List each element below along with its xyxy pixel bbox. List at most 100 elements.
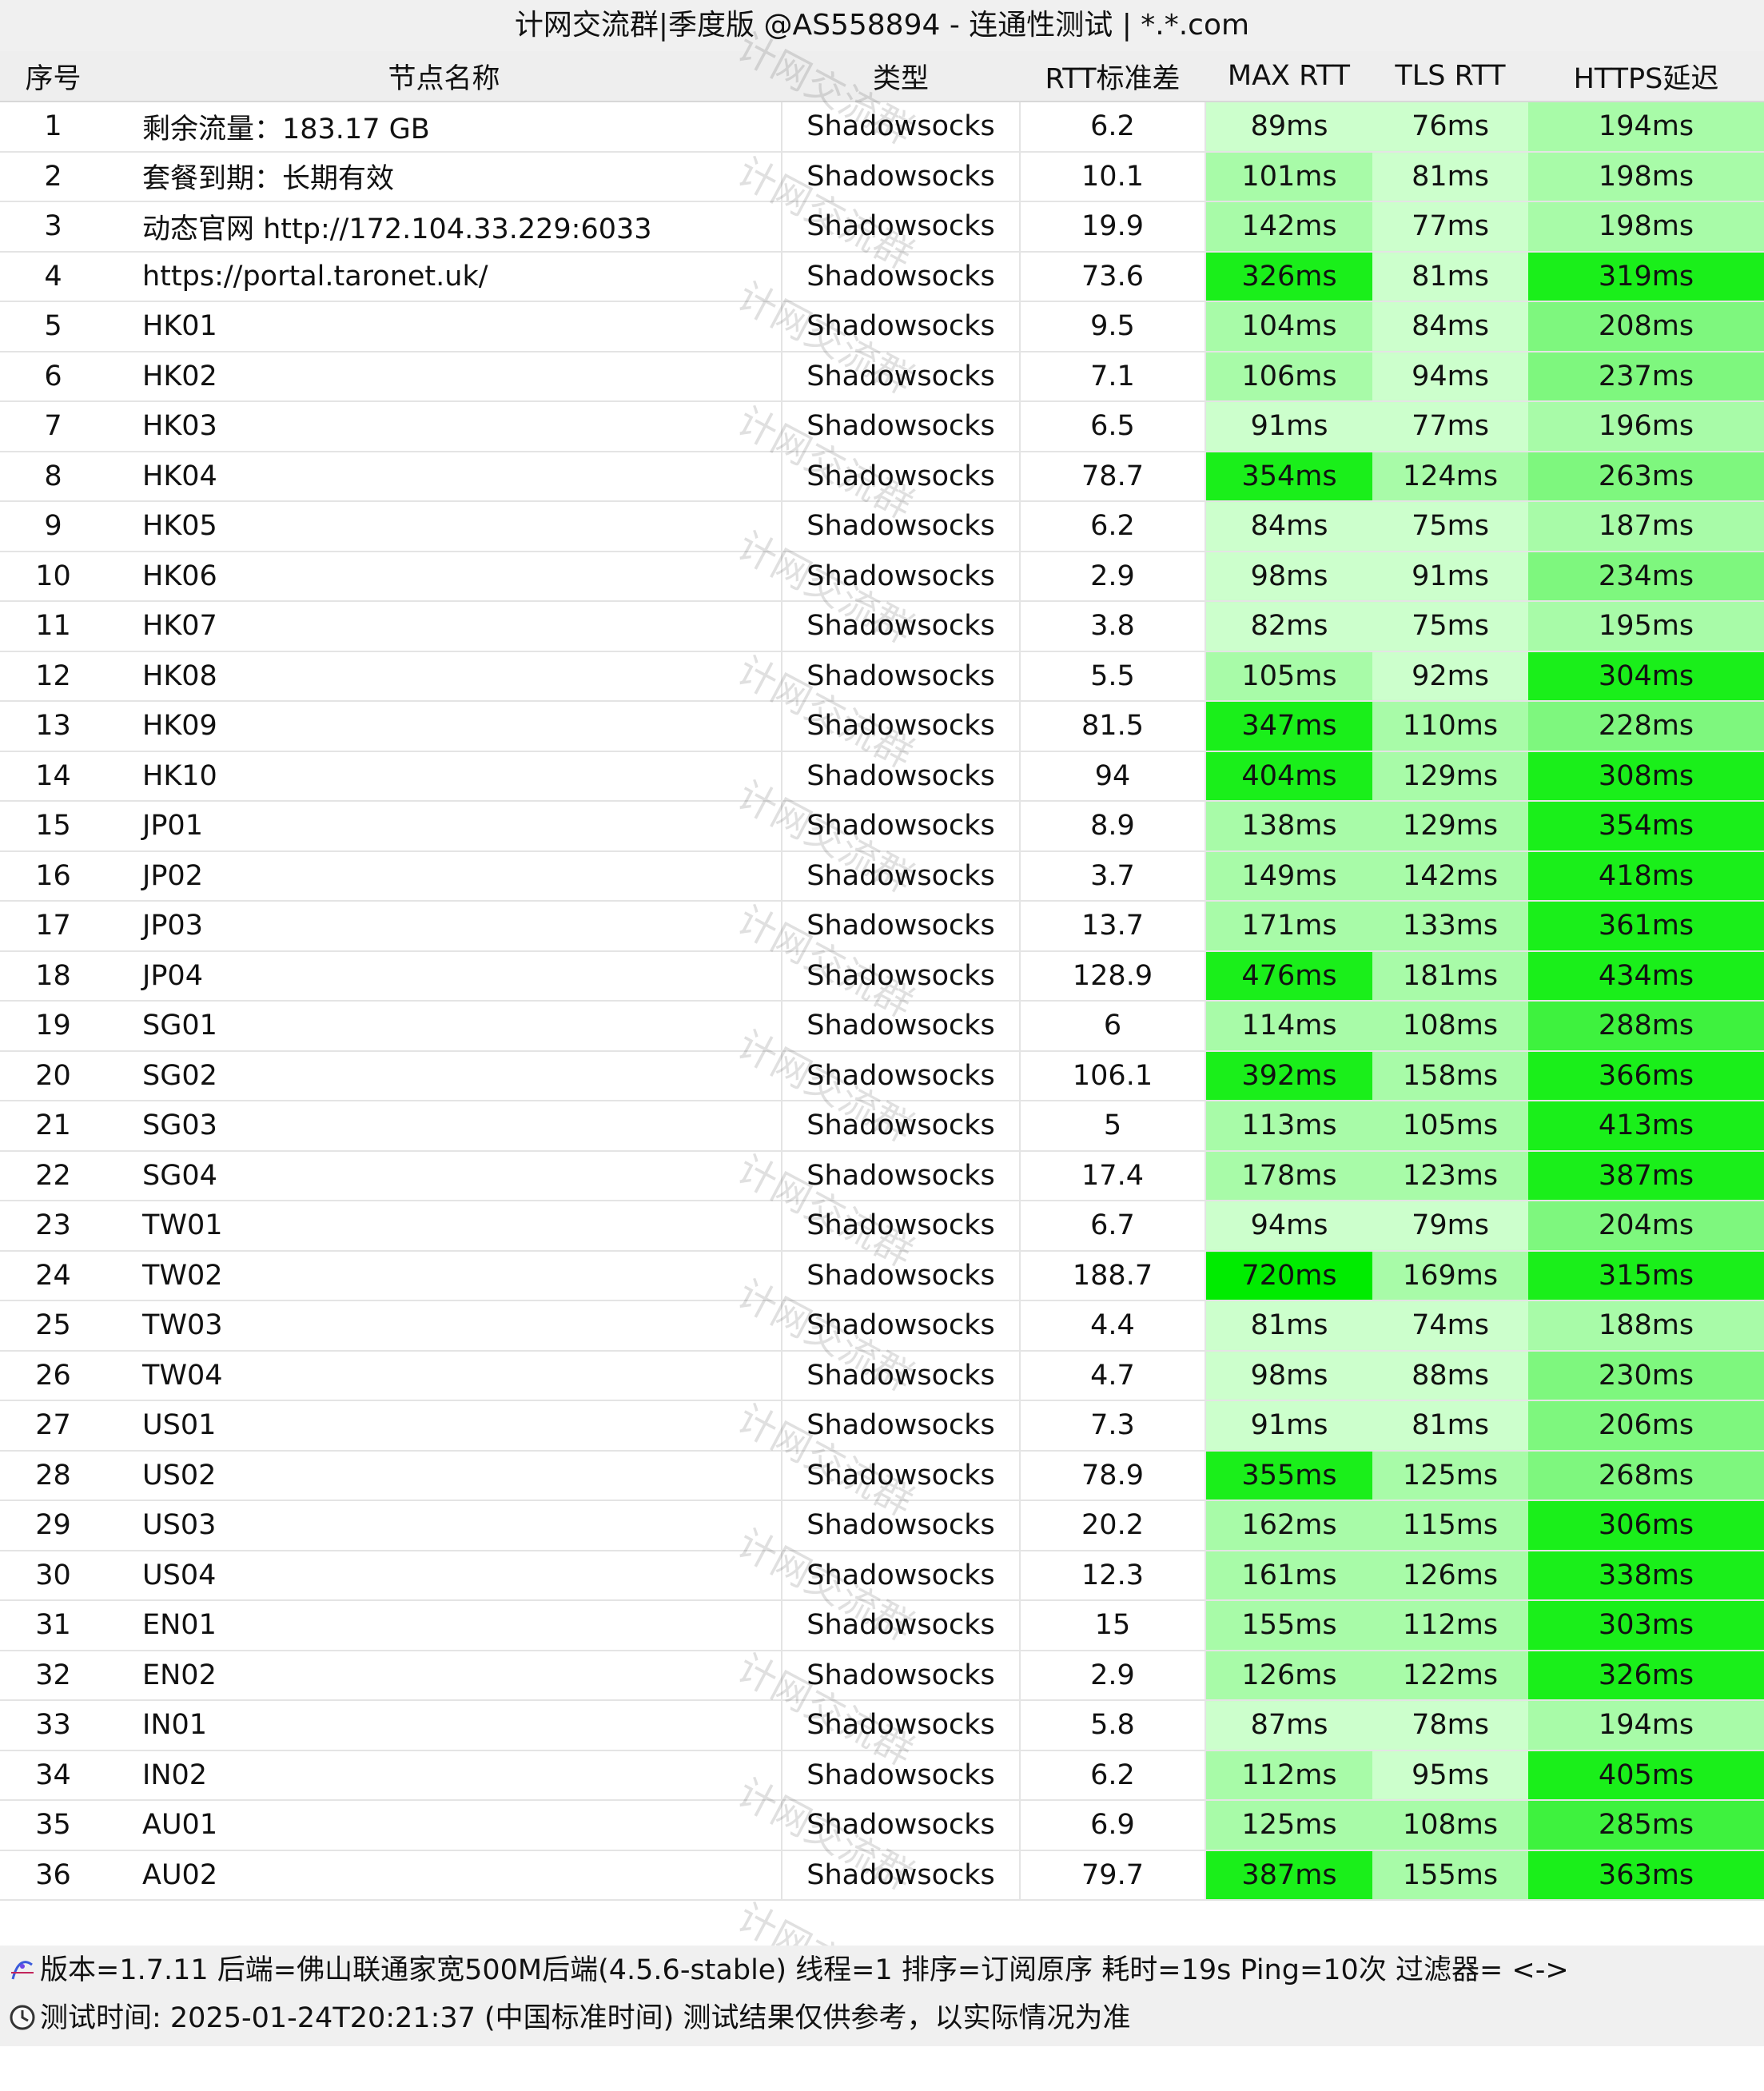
table-row[interactable]: 17 JP03 Shadowsocks 13.7 171ms 133ms 361ms — [0, 901, 1764, 952]
table-row[interactable]: 8 HK04 Shadowsocks 78.7 354ms 124ms 263ms — [0, 451, 1764, 502]
column-header-tls-rtt[interactable]: TLS RTT — [1372, 51, 1528, 102]
table-row[interactable]: 27 US01 Shadowsocks 7.3 91ms 81ms 206ms — [0, 1400, 1764, 1452]
column-header-max-rtt[interactable]: MAX RTT — [1205, 51, 1372, 102]
column-header-https-latency[interactable]: HTTPS延迟 — [1528, 51, 1764, 102]
column-header-node-name[interactable]: 节点名称 — [106, 51, 782, 102]
table-row[interactable]: 16 JP02 Shadowsocks 3.7 149ms 142ms 418ms — [0, 850, 1764, 902]
cell-tls-rtt: 75ms — [1372, 601, 1528, 652]
cell-max-rtt: 326ms — [1205, 251, 1372, 302]
table-row[interactable]: 18 JP04 Shadowsocks 128.9 476ms 181ms 434ms — [0, 950, 1764, 1002]
cell-https-latency: 319ms — [1528, 251, 1764, 302]
cell-type: Shadowsocks — [781, 1650, 1020, 1701]
cell-max-rtt: 355ms — [1205, 1450, 1372, 1501]
cell-max-rtt: 89ms — [1205, 102, 1372, 153]
table-row[interactable]: 25 TW03 Shadowsocks 4.4 81ms 74ms 188ms — [0, 1300, 1764, 1352]
table-row[interactable]: 14 HK10 Shadowsocks 94 404ms 129ms 308ms — [0, 751, 1764, 802]
cell-https-latency: 303ms — [1528, 1600, 1764, 1651]
table-row[interactable]: 9 HK05 Shadowsocks 6.2 84ms 75ms 187ms — [0, 501, 1764, 552]
cell-type: Shadowsocks — [781, 1050, 1020, 1101]
table-row[interactable]: 21 SG03 Shadowsocks 5 113ms 105ms 413ms — [0, 1101, 1764, 1152]
table-row[interactable]: 24 TW02 Shadowsocks 188.7 720ms 169ms 315ms — [0, 1250, 1764, 1301]
cell-tls-rtt: 105ms — [1372, 1101, 1528, 1152]
cell-rtt-stddev: 20.2 — [1019, 1500, 1206, 1551]
table-row[interactable]: 4 https://portal.taronet.uk/Shadowsocks 73… — [0, 251, 1764, 302]
cell-rtt-stddev: 2.9 — [1019, 551, 1206, 602]
cell-type: Shadowsocks — [781, 751, 1020, 802]
cell-index: 12 — [0, 651, 106, 702]
cell-rtt-stddev: 17.4 — [1019, 1150, 1206, 1201]
cell-max-rtt: 126ms — [1205, 1650, 1372, 1701]
table-row[interactable]: 19 SG01 Shadowsocks 6 114ms 108ms 288ms — [0, 1001, 1764, 1052]
cell-node-name: HK01 — [106, 301, 782, 352]
table-row[interactable]: 3 动态官网 http://172.104.33.229:6033 Shadowso… — [0, 201, 1764, 253]
cell-node-name: 套餐到期：长期有效 — [106, 151, 782, 202]
cell-tls-rtt: 81ms — [1372, 151, 1528, 202]
cell-max-rtt: 149ms — [1205, 850, 1372, 902]
column-header-type[interactable]: 类型 — [782, 51, 1020, 102]
cell-https-latency: 237ms — [1528, 351, 1764, 402]
cell-index: 8 — [0, 451, 106, 502]
cell-index: 7 — [0, 401, 106, 452]
cell-https-latency: 288ms — [1528, 1001, 1764, 1052]
table-row[interactable]: 15 JP01 Shadowsocks 8.9 138ms 129ms 354ms — [0, 801, 1764, 852]
cell-rtt-stddev: 6 — [1019, 1001, 1206, 1052]
cell-tls-rtt: 122ms — [1372, 1650, 1528, 1701]
cell-node-name: JP01 — [106, 801, 782, 852]
table-row[interactable]: 22 SG04 Shadowsocks 17.4 178ms 123ms 387ms — [0, 1150, 1764, 1201]
cell-type: Shadowsocks — [781, 201, 1020, 253]
cell-max-rtt: 94ms — [1205, 1201, 1372, 1252]
table-row[interactable]: 31 EN01 Shadowsocks 15 155ms 112ms 303ms — [0, 1600, 1764, 1651]
cell-https-latency: 194ms — [1528, 1700, 1764, 1751]
table-row[interactable]: 2 套餐到期：长期有效 Shadowsocks 10.1 101ms 81ms 198ms — [0, 151, 1764, 202]
cell-https-latency: 338ms — [1528, 1550, 1764, 1601]
cell-node-name: HK03 — [106, 401, 782, 452]
cell-node-name: US01 — [106, 1400, 782, 1452]
table-row[interactable]: 36 AU02 Shadowsocks 79.7 387ms 155ms 363ms — [0, 1850, 1764, 1901]
cell-rtt-stddev: 5 — [1019, 1101, 1206, 1152]
table-row[interactable]: 1 剩余流量：183.17 GB Shadowsocks 6.2 89ms 76ms 194… — [0, 102, 1764, 153]
table-row[interactable]: 11 HK07 Shadowsocks 3.8 82ms 75ms 195ms — [0, 601, 1764, 652]
cell-rtt-stddev: 5.8 — [1019, 1700, 1206, 1751]
cell-type: Shadowsocks — [781, 1201, 1020, 1252]
table-row[interactable]: 32 EN02 Shadowsocks 2.9 126ms 122ms 326ms — [0, 1650, 1764, 1701]
cell-rtt-stddev: 3.8 — [1019, 601, 1206, 652]
table-row[interactable]: 7 HK03 Shadowsocks 6.5 91ms 77ms 196ms — [0, 401, 1764, 452]
table-row[interactable]: 29 US03 Shadowsocks 20.2 162ms 115ms 306ms — [0, 1500, 1764, 1551]
cell-https-latency: 206ms — [1528, 1400, 1764, 1452]
cell-rtt-stddev: 6.2 — [1019, 501, 1206, 552]
cell-max-rtt: 347ms — [1205, 701, 1372, 752]
table-row[interactable]: 28 US02 Shadowsocks 78.9 355ms 125ms 268ms — [0, 1450, 1764, 1501]
cell-max-rtt: 98ms — [1205, 551, 1372, 602]
cell-max-rtt: 404ms — [1205, 751, 1372, 802]
cell-type: Shadowsocks — [781, 551, 1020, 602]
cell-rtt-stddev: 106.1 — [1019, 1050, 1206, 1101]
cell-tls-rtt: 76ms — [1372, 102, 1528, 153]
column-header-index[interactable]: 序号 — [0, 51, 106, 102]
table-row[interactable]: 20 SG02 Shadowsocks 106.1 392ms 158ms 366ms — [0, 1050, 1764, 1101]
table-row[interactable]: 5 HK01 Shadowsocks 9.5 104ms 84ms 208ms — [0, 301, 1764, 352]
table-row[interactable]: 12 HK08 Shadowsocks 5.5 105ms 92ms 304ms — [0, 651, 1764, 702]
table-row[interactable]: 13 HK09 Shadowsocks 81.5 347ms 110ms 228ms — [0, 701, 1764, 752]
footer-config-text: 版本=1.7.11 后端=佛山联通家宽500M后端(4.5.6-stable) … — [40, 1954, 1569, 1986]
cell-https-latency: 366ms — [1528, 1050, 1764, 1101]
table-row[interactable]: 10 HK06 Shadowsocks 2.9 98ms 91ms 234ms — [0, 551, 1764, 602]
table-row[interactable]: 35 AU01 Shadowsocks 6.9 125ms 108ms 285ms — [0, 1800, 1764, 1851]
table-row[interactable]: 6 HK02 Shadowsocks 7.1 106ms 94ms 237ms — [0, 351, 1764, 402]
table-row[interactable]: 26 TW04 Shadowsocks 4.7 98ms 88ms 230ms — [0, 1350, 1764, 1401]
table-row[interactable]: 30 US04 Shadowsocks 12.3 161ms 126ms 338ms — [0, 1550, 1764, 1601]
cell-type: Shadowsocks — [781, 351, 1020, 402]
cell-type: Shadowsocks — [781, 651, 1020, 702]
cell-https-latency: 326ms — [1528, 1650, 1764, 1701]
cell-tls-rtt: 77ms — [1372, 201, 1528, 253]
cell-https-latency: 354ms — [1528, 801, 1764, 852]
column-header-rtt-stddev[interactable]: RTT标准差 — [1020, 51, 1205, 102]
table-row[interactable]: 23 TW01 Shadowsocks 6.7 94ms 79ms 204ms — [0, 1201, 1764, 1252]
table-row[interactable]: 33 IN01 Shadowsocks 5.8 87ms 78ms 194ms — [0, 1700, 1764, 1751]
cell-max-rtt: 476ms — [1205, 950, 1372, 1002]
cell-node-name: 动态官网 http://172.104.33.229:6033 — [106, 201, 782, 253]
cell-index: 22 — [0, 1150, 106, 1201]
cell-type: Shadowsocks — [781, 251, 1020, 302]
table-row[interactable]: 34 IN02 Shadowsocks 6.2 112ms 95ms 405ms — [0, 1750, 1764, 1801]
cell-type: Shadowsocks — [781, 1150, 1020, 1201]
cell-type: Shadowsocks — [781, 850, 1020, 902]
